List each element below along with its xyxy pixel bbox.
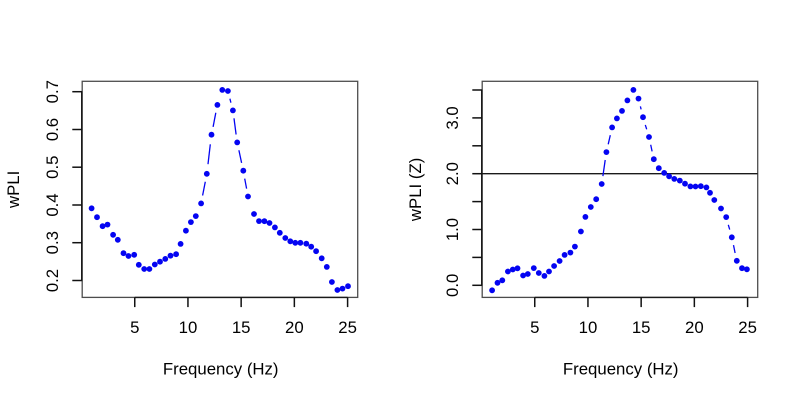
svg-text:5: 5 — [530, 318, 539, 337]
svg-text:5: 5 — [130, 318, 139, 337]
svg-text:3.0: 3.0 — [443, 106, 462, 129]
svg-text:0.5: 0.5 — [43, 156, 62, 179]
svg-text:Frequency (Hz): Frequency (Hz) — [563, 360, 679, 379]
svg-text:15: 15 — [632, 318, 651, 337]
svg-text:1.0: 1.0 — [443, 218, 462, 241]
svg-text:wPLI (Z): wPLI (Z) — [406, 158, 425, 222]
svg-text:10: 10 — [179, 318, 198, 337]
svg-text:0.3: 0.3 — [43, 231, 62, 254]
svg-text:20: 20 — [685, 318, 704, 337]
svg-text:0.2: 0.2 — [43, 269, 62, 292]
svg-text:20: 20 — [285, 318, 304, 337]
svg-text:0.6: 0.6 — [43, 118, 62, 141]
svg-text:15: 15 — [232, 318, 251, 337]
svg-text:Frequency (Hz): Frequency (Hz) — [163, 360, 279, 379]
svg-text:0.0: 0.0 — [443, 274, 462, 297]
svg-text:25: 25 — [738, 318, 757, 337]
svg-text:25: 25 — [338, 318, 357, 337]
svg-text:0.7: 0.7 — [43, 80, 62, 103]
svg-text:wPLI: wPLI — [4, 171, 23, 209]
svg-text:2.0: 2.0 — [443, 162, 462, 185]
svg-text:0.4: 0.4 — [43, 193, 62, 216]
svg-text:10: 10 — [579, 318, 598, 337]
